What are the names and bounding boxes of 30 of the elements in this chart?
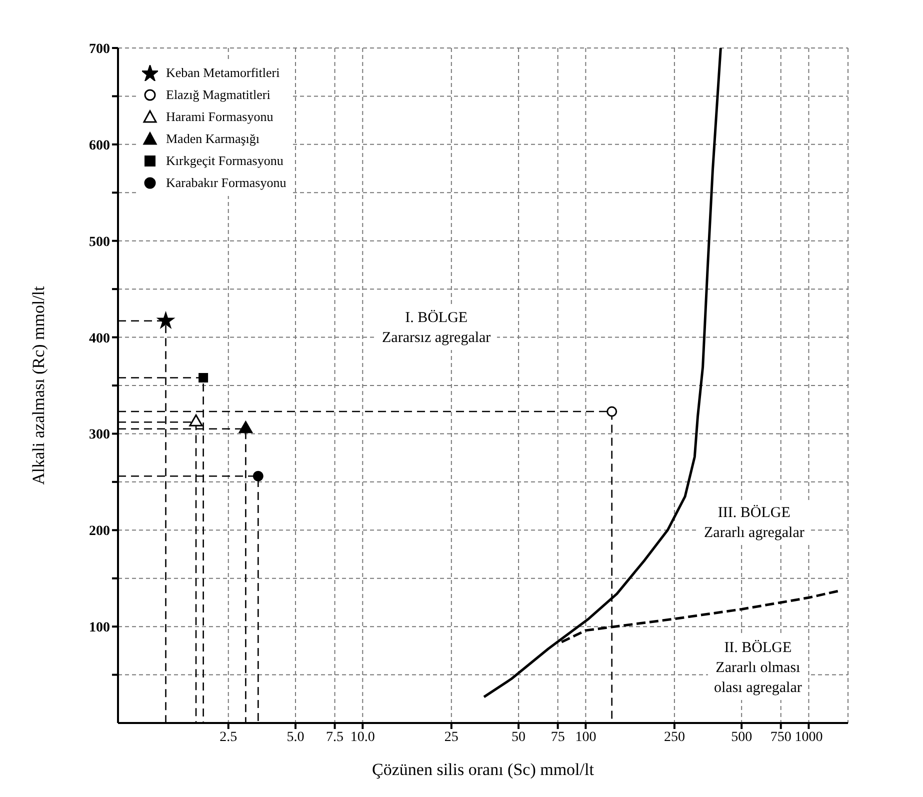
annotation: I. BÖLGE Zararsız agregalar (376, 306, 497, 350)
y-tick-label: 700 (89, 42, 110, 57)
x-tick-label: 5.0 (286, 730, 304, 745)
y-tick-label: 400 (89, 331, 110, 346)
x-tick-label: 75 (550, 730, 565, 745)
legend-label: Maden Karmaşığı (166, 131, 260, 147)
y-tick-label: 300 (89, 428, 110, 443)
x-tick-label: 100 (575, 730, 596, 745)
legend-label: Karabakır Formasyonu (166, 175, 286, 191)
x-tick-label: 500 (731, 730, 752, 745)
legend-label: Harami Formasyonu (166, 109, 274, 125)
y-tick-label: 100 (89, 620, 110, 636)
y-tick-label: 500 (89, 234, 110, 250)
legend-label: Elazığ Magmatitleri (166, 87, 270, 103)
x-tick-label: 750 (770, 730, 792, 745)
y-tick-label: 200 (89, 524, 110, 540)
legend-label: Keban Metamorfitleri (166, 65, 280, 81)
x-tick-label: 50 (512, 730, 526, 745)
y-axis-title: Alkali azalması (Rc) mmol/lt (29, 286, 48, 485)
y-tick-label: 600 (89, 138, 110, 154)
x-tick-label: 10.0 (350, 730, 375, 745)
x-tick-label: 7.5 (326, 730, 344, 745)
x-axis-title: Çözünen silis oranı (Sc) mmol/lt (372, 760, 594, 779)
legend-label: Kırkgeçit Formasyonu (166, 153, 284, 169)
x-tick-label: 1000 (794, 730, 823, 745)
x-tick-label: 250 (664, 730, 685, 745)
annotation: III. BÖLGE Zararlı agregalar (698, 501, 810, 545)
x-tick-label: 25 (444, 730, 458, 745)
x-tick-label: 2.5 (220, 730, 238, 745)
annotation: II. BÖLGE Zararlı olması olası agregalar (708, 636, 808, 700)
